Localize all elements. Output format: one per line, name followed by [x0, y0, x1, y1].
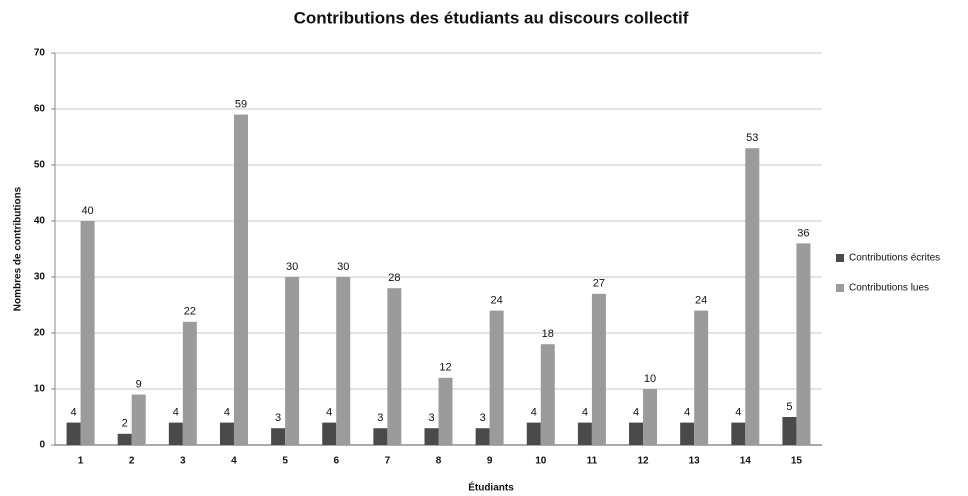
x-axis-label: Étudiants [468, 481, 514, 494]
data-label: 53 [746, 132, 758, 144]
legend-label: Contributions lues [849, 283, 929, 294]
bar [131, 394, 146, 445]
data-label: 2 [122, 418, 128, 430]
bar [577, 422, 592, 445]
data-label: 3 [377, 412, 383, 424]
bar [745, 148, 760, 445]
data-label: 3 [428, 412, 434, 424]
data-label: 24 [491, 295, 503, 307]
legend-swatch [836, 254, 844, 262]
bar [336, 277, 351, 445]
data-label: 30 [337, 261, 349, 273]
x-tick-label: 5 [282, 456, 288, 467]
data-label: 3 [480, 412, 486, 424]
y-axis-label: Nombres de contributions [13, 186, 24, 311]
x-tick-label: 2 [129, 456, 135, 467]
x-tick-label: 13 [689, 456, 701, 467]
bar [643, 389, 658, 445]
x-tick-label: 15 [791, 456, 803, 467]
bar [271, 428, 286, 445]
data-label: 3 [275, 412, 281, 424]
y-tick-label: 10 [34, 384, 46, 395]
data-label: 4 [582, 407, 588, 419]
bar [117, 433, 132, 445]
data-label: 28 [388, 272, 400, 284]
bar [526, 422, 541, 445]
y-tick-label: 50 [34, 160, 46, 171]
bar [233, 114, 248, 445]
data-label: 4 [224, 407, 230, 419]
data-label: 4 [531, 407, 537, 419]
bar [694, 310, 709, 445]
x-tick-label: 11 [587, 456, 598, 467]
y-tick-label: 20 [34, 328, 46, 339]
data-label: 4 [735, 407, 741, 419]
data-label: 12 [439, 362, 451, 374]
bar [475, 428, 490, 445]
x-tick-label: 6 [333, 456, 339, 467]
data-label: 4 [173, 407, 179, 419]
legend-swatch [836, 284, 844, 292]
data-label: 9 [136, 379, 142, 391]
bar [796, 243, 811, 445]
x-tick-label: 3 [180, 456, 186, 467]
data-label: 40 [81, 205, 93, 217]
data-label: 4 [633, 407, 639, 419]
x-tick-label: 9 [487, 456, 493, 467]
data-label: 30 [286, 261, 298, 273]
y-tick-label: 0 [39, 440, 45, 451]
bar [80, 221, 95, 445]
bar [424, 428, 439, 445]
data-label: 10 [644, 373, 656, 385]
bar [219, 422, 234, 445]
data-label: 27 [593, 278, 605, 290]
bar [540, 344, 555, 445]
bar [782, 417, 797, 445]
x-tick-label: 12 [637, 456, 649, 467]
data-label: 36 [797, 227, 809, 239]
bar [373, 428, 388, 445]
data-label: 59 [235, 99, 247, 111]
x-tick-label: 4 [231, 456, 237, 467]
y-tick-label: 60 [34, 104, 46, 115]
data-label: 22 [184, 306, 196, 318]
bar [489, 310, 504, 445]
data-label: 24 [695, 295, 707, 307]
x-tick-label: 7 [385, 456, 391, 467]
x-tick-label: 8 [436, 456, 442, 467]
data-label: 4 [71, 407, 77, 419]
x-tick-label: 1 [78, 456, 84, 467]
data-label: 18 [542, 328, 554, 340]
bar [731, 422, 746, 445]
bar [182, 321, 197, 445]
bar [438, 377, 453, 445]
bar [322, 422, 337, 445]
bar [591, 293, 606, 445]
y-tick-label: 40 [34, 216, 46, 227]
data-label: 4 [326, 407, 332, 419]
legend-label: Contributions écrites [849, 253, 940, 264]
x-tick-label: 14 [740, 456, 752, 467]
x-tick-label: 10 [535, 456, 547, 467]
y-tick-label: 30 [34, 272, 46, 283]
data-label: 4 [684, 407, 690, 419]
bar [629, 422, 644, 445]
bar [66, 422, 81, 445]
data-label: 5 [786, 401, 792, 413]
chart-title: Contributions des étudiants au discours … [294, 8, 689, 27]
y-tick-label: 70 [34, 48, 46, 59]
bar [285, 277, 300, 445]
bar [168, 422, 183, 445]
bar [680, 422, 695, 445]
bar [387, 288, 402, 445]
